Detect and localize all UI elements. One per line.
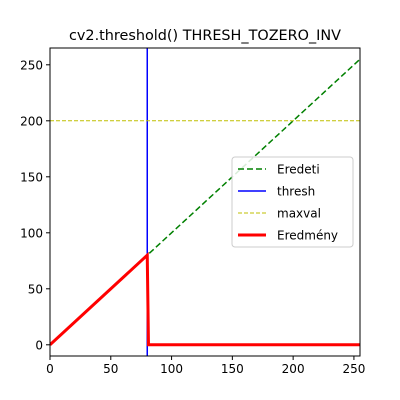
plot-frame	[49, 47, 361, 357]
legend-box	[231, 156, 354, 248]
y-tick-label: 50	[28, 282, 43, 296]
x-tick-label: 200	[282, 362, 305, 376]
plot-area	[50, 48, 360, 356]
legend-label: thresh	[277, 185, 315, 199]
legend-label: Eredeti	[277, 163, 320, 177]
series-line-eredm-ny	[50, 251, 360, 347]
legend: Eredeti thresh maxval Eredmény	[231, 156, 354, 248]
legend-label: Eredmény	[277, 229, 338, 243]
x-tick-label: 250	[342, 362, 365, 376]
x-tick-label: 150	[221, 362, 244, 376]
chart-title: cv2.threshold() THRESH_TOZERO_INV	[69, 28, 341, 44]
x-tick-label: 100	[160, 362, 183, 376]
y-tick-label: 200	[20, 114, 43, 128]
x-tick-label: 50	[103, 362, 118, 376]
y-tick-label: 250	[20, 58, 43, 72]
y-tick-label: 150	[20, 170, 43, 184]
y-tick-label: 100	[20, 226, 43, 240]
x-axis: 0 50 100 150 200 250	[46, 356, 365, 376]
y-axis: 0 50 100 150 200 250	[20, 58, 50, 352]
y-tick-label: 0	[35, 338, 43, 352]
legend-label: maxval	[277, 207, 321, 221]
series-line-eredeti	[50, 58, 360, 346]
x-tick-label: 0	[46, 362, 54, 376]
